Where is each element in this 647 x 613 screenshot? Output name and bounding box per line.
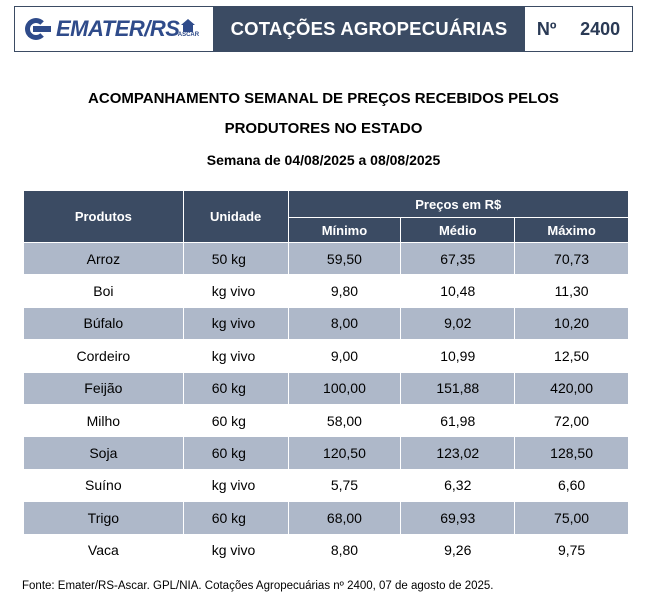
- cell-product: Arroz: [23, 241, 184, 276]
- cell-product: Boi: [23, 274, 184, 308]
- cell-min: 59,50: [287, 241, 402, 276]
- header-prices: Preços em R$: [287, 190, 630, 218]
- cell-avg: 61,98: [400, 403, 516, 438]
- table-row: Suíno kg vivo 5,75 6,32 6,60: [23, 468, 629, 503]
- cell-max: 12,50: [514, 339, 629, 373]
- cell-max: 75,00: [514, 501, 629, 535]
- cell-product: Búfalo: [23, 306, 184, 341]
- cell-max: 72,00: [514, 403, 629, 438]
- cell-min: 120,50: [287, 436, 402, 470]
- cell-max: 128,50: [514, 436, 629, 470]
- cell-product: Soja: [23, 436, 184, 470]
- header-avg: Médio: [400, 217, 516, 243]
- cell-max: 10,20: [514, 306, 629, 341]
- cell-product: Trigo: [23, 501, 184, 535]
- cell-unit: kg vivo: [182, 306, 289, 341]
- cell-avg: 9,02: [400, 306, 516, 341]
- cell-min: 8,80: [287, 533, 402, 567]
- table-row: Búfalo kg vivo 8,00 9,02 10,20: [23, 306, 629, 341]
- table-row: Milho 60 kg 58,00 61,98 72,00: [23, 403, 629, 438]
- cell-min: 100,00: [287, 371, 402, 405]
- logo-sub: ASCAR: [177, 32, 200, 38]
- cell-avg: 123,02: [400, 436, 516, 470]
- header-title: COTAÇÕES AGROPECUÁRIAS: [213, 7, 525, 51]
- title-line-2: PRODUTORES NO ESTADO: [224, 120, 423, 137]
- cell-avg: 10,99: [400, 339, 516, 373]
- document-title: ACOMPANHAMENTO SEMANAL DE PREÇOS RECEBID…: [0, 84, 647, 144]
- cell-min: 68,00: [287, 501, 402, 535]
- cell-unit: kg vivo: [182, 339, 289, 373]
- cell-max: 70,73: [514, 241, 629, 276]
- source-footer: Fonte: Emater/RS-Ascar. GPL/NIA. Cotaçõe…: [22, 580, 494, 592]
- cell-min: 58,00: [287, 403, 402, 438]
- cell-unit: 60 kg: [182, 436, 289, 470]
- cell-unit: 60 kg: [182, 371, 289, 405]
- header-min: Mínimo: [287, 217, 402, 243]
- table-row: Trigo 60 kg 68,00 69,93 75,00: [23, 501, 629, 535]
- cell-unit: 50 kg: [182, 241, 289, 276]
- cell-avg: 151,88: [400, 371, 516, 405]
- cell-unit: 60 kg: [182, 403, 289, 438]
- cell-max: 420,00: [514, 371, 629, 405]
- table-row: Soja 60 kg 120,50 123,02 128,50: [23, 436, 629, 470]
- cell-min: 8,00: [287, 306, 402, 341]
- cell-product: Feijão: [23, 371, 184, 405]
- table-row: Boi kg vivo 9,80 10,48 11,30: [23, 274, 629, 308]
- title-line-1: ACOMPANHAMENTO SEMANAL DE PREÇOS RECEBID…: [88, 90, 559, 107]
- document-header: EMATER/RS ASCAR COTAÇÕES AGROPECUÁRIAS N…: [14, 6, 633, 52]
- cell-product: Milho: [23, 403, 184, 438]
- price-table: Produtos Unidade Preços em R$ Mínimo Méd…: [23, 190, 630, 567]
- cell-min: 9,80: [287, 274, 402, 308]
- cell-max: 9,75: [514, 533, 629, 567]
- emater-logo-icon: [25, 18, 53, 40]
- cell-max: 6,60: [514, 468, 629, 503]
- cell-avg: 67,35: [400, 241, 516, 276]
- cell-product: Vaca: [23, 533, 184, 567]
- emater-logo: EMATER/RS ASCAR: [15, 7, 213, 51]
- cell-unit: 60 kg: [182, 501, 289, 535]
- cell-avg: 9,26: [400, 533, 516, 567]
- ascar-house-icon: ASCAR: [178, 19, 199, 39]
- cell-avg: 69,93: [400, 501, 516, 535]
- table-row: Arroz 50 kg 59,50 67,35 70,73: [23, 241, 629, 276]
- issue-number-box: Nº 2400: [525, 7, 632, 51]
- header-unit: Unidade: [182, 190, 289, 243]
- table-row: Feijão 60 kg 100,00 151,88 420,00: [23, 371, 629, 405]
- table-row: Vaca kg vivo 8,80 9,26 9,75: [23, 533, 629, 567]
- number-label: Nº: [536, 18, 557, 39]
- cell-min: 9,00: [287, 339, 402, 373]
- cell-unit: kg vivo: [182, 533, 289, 567]
- header-max: Máximo: [514, 217, 629, 243]
- issue-number: 2400: [580, 18, 621, 39]
- header-product: Produtos: [23, 190, 184, 243]
- cell-unit: kg vivo: [182, 274, 289, 308]
- cell-max: 11,30: [514, 274, 629, 308]
- week-range: Semana de 04/08/2025 a 08/08/2025: [206, 152, 441, 168]
- cell-avg: 10,48: [400, 274, 516, 308]
- cell-product: Cordeiro: [23, 339, 184, 373]
- cell-avg: 6,32: [400, 468, 516, 503]
- cell-min: 5,75: [287, 468, 402, 503]
- logo-text: EMATER/RS: [56, 16, 180, 41]
- cell-product: Suíno: [23, 468, 184, 503]
- table-row: Cordeiro kg vivo 9,00 10,99 12,50: [23, 339, 629, 373]
- cell-unit: kg vivo: [182, 468, 289, 503]
